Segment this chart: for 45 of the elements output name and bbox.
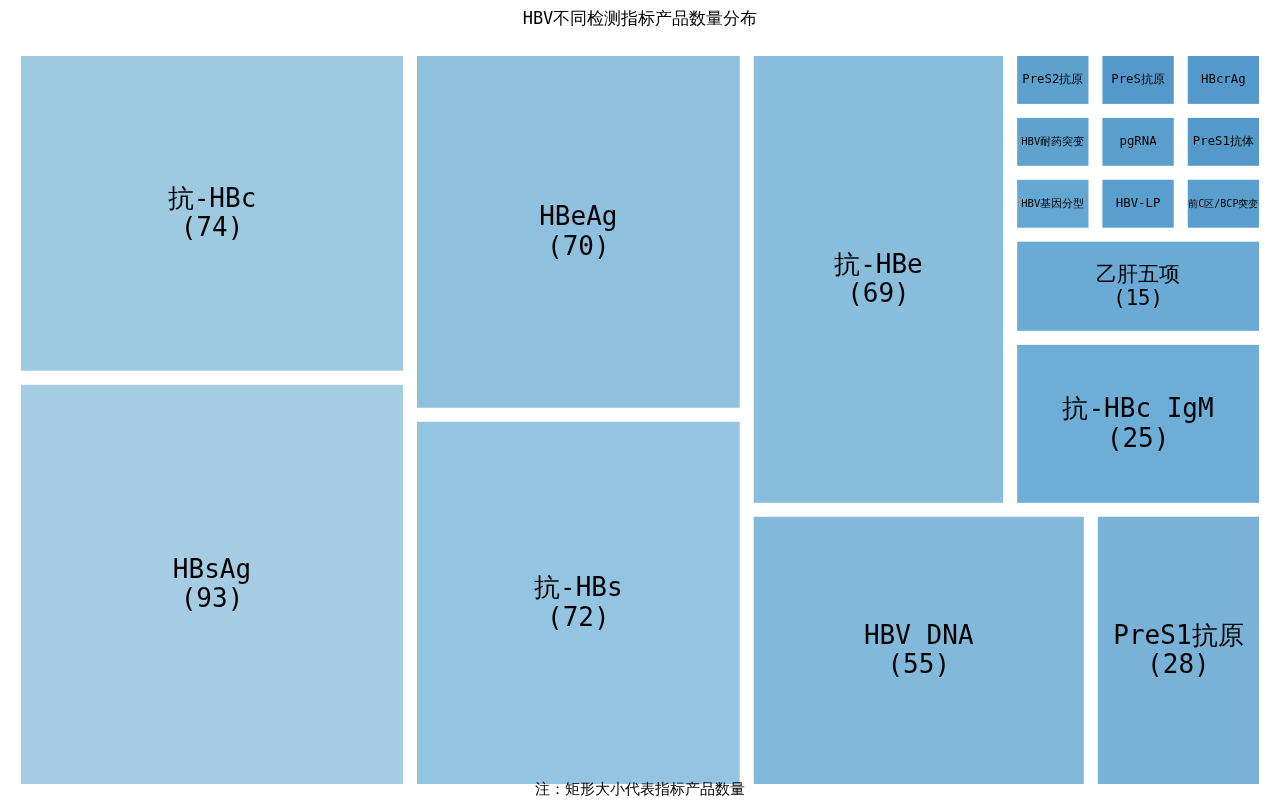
category-label: PreS抗原 [1111,72,1165,87]
data-label: (93) [180,583,244,614]
tile: 抗-HBe (69) [753,56,1004,503]
tile: HBeAg (70) [417,56,740,408]
category-label: 前C区/BCP突变 [1188,197,1259,209]
tile: PreS1抗原 (28) [1097,516,1259,784]
tile: HBV耐药突变 [1017,117,1089,166]
category-label: HBV基因分型 [1021,196,1085,209]
data-label: (28) [1147,649,1210,680]
data-label: (15) [1113,285,1163,310]
category-label: PreS1抗体 [1192,134,1254,149]
data-label: (25) [1106,422,1170,453]
tile: HBcrAg [1187,56,1259,104]
tile: 前C区/BCP突变 [1187,179,1259,228]
category-label: pgRNA [1119,134,1158,149]
category-label: PreS1抗原 [1113,619,1244,650]
category-label: HBsAg [172,553,252,584]
tile: PreS抗原 [1102,56,1174,104]
tile: 抗-HBc (74) [21,56,403,371]
tile: PreS2抗原 [1017,56,1089,104]
category-label: 抗-HBc [167,182,257,213]
text: HBV不同检测指标产品数量分布 [522,8,758,28]
tile: HBV-LP [1102,179,1174,228]
tile: HBsAg (93) [21,384,403,784]
data-label: (74) [180,212,244,243]
tile: 抗-HBc IgM (25) [1017,344,1259,503]
category-label: HBV-LP [1115,196,1161,211]
category-label: HBcrAg [1201,72,1246,87]
category-label: 抗-HBs [534,572,623,603]
data-label: (69) [847,278,910,309]
category-label: HBV耐药突变 [1021,134,1085,147]
data-label: (70) [547,230,610,261]
tile: HBV基因分型 [1017,179,1089,228]
data-label: (72) [547,601,610,632]
tile: 乙肝五项 (15) [1017,241,1259,331]
category-label: HBeAg [539,201,618,232]
category-label: 乙肝五项 [1096,261,1181,286]
category-label: PreS2抗原 [1022,72,1084,87]
tile: PreS1抗体 [1187,117,1259,166]
category-label: HBV DNA [863,619,974,650]
tile: pgRNA [1102,117,1174,166]
category-label: 抗-HBc IgM [1062,393,1214,424]
category-label: 抗-HBe [834,248,923,279]
data-label: (55) [887,649,951,680]
tile: HBV DNA (55) [753,516,1084,784]
